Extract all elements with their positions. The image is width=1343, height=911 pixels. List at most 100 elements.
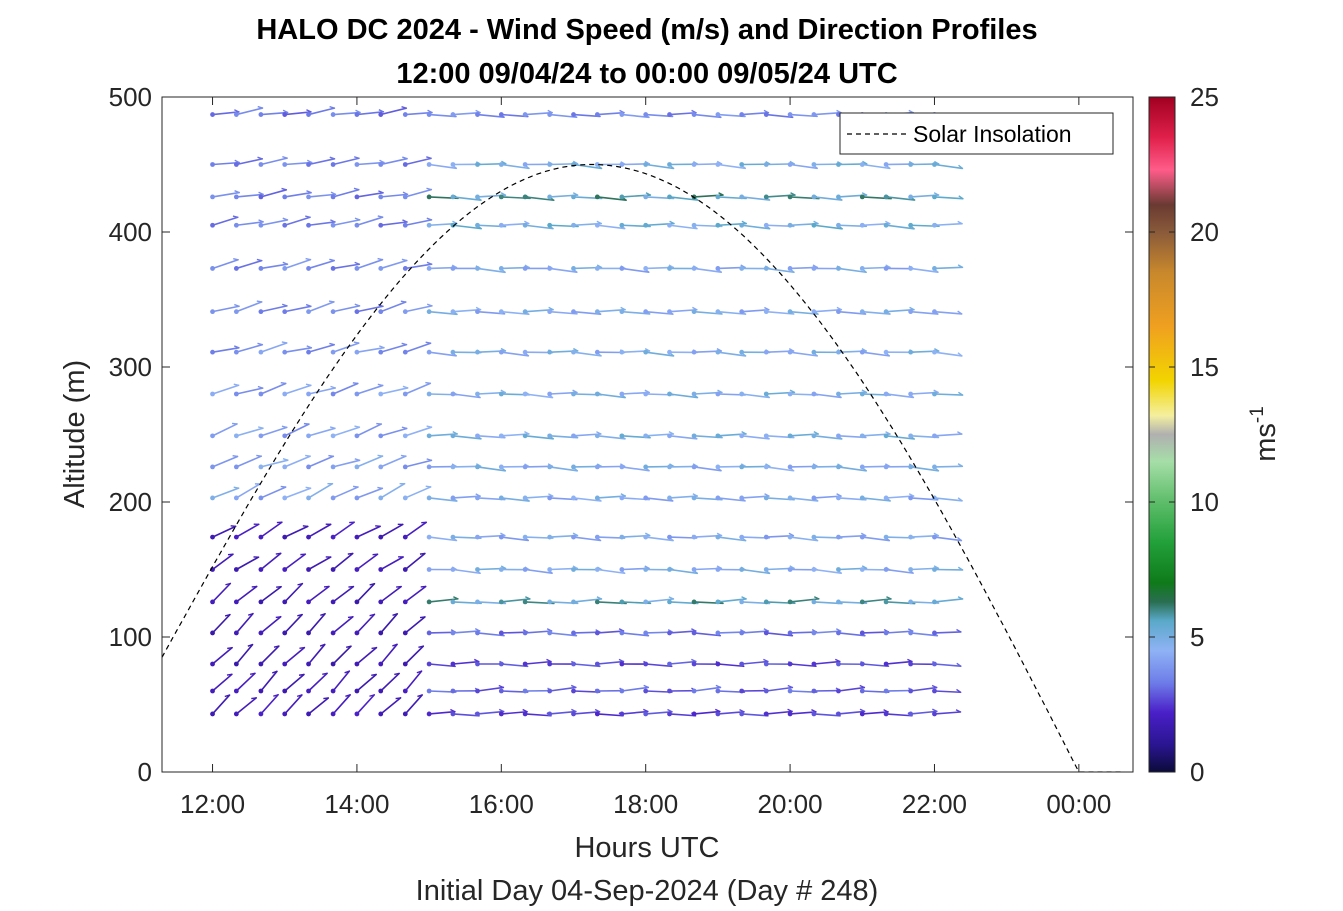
- wind-barb-shaft: [644, 663, 673, 668]
- wind-barb-dot: [450, 534, 456, 540]
- wind-barb-shaft: [307, 455, 335, 468]
- wind-barb-shaft: [500, 163, 530, 170]
- wind-barb-feather: [400, 454, 406, 457]
- wind-barb: [258, 552, 282, 572]
- y-tick-label: 500: [109, 82, 152, 112]
- wind-barb-shaft: [260, 645, 280, 665]
- wind-barb-dot: [547, 711, 553, 717]
- wind-barb-feather: [354, 458, 360, 461]
- wind-barb: [258, 425, 288, 439]
- wind-barb-shaft: [740, 111, 770, 116]
- wind-barb-shaft: [332, 645, 352, 665]
- wind-barb-dot: [330, 222, 336, 228]
- wind-barb: [330, 485, 359, 501]
- wind-barb-feather: [230, 525, 236, 528]
- wind-barb-dot: [306, 222, 311, 228]
- wind-barb-feather: [394, 672, 400, 676]
- wind-barb-feather: [417, 694, 423, 698]
- wind-barb-shaft: [668, 713, 697, 717]
- wind-barb-feather: [908, 109, 914, 114]
- wind-barb-feather: [257, 385, 263, 389]
- wind-barb: [932, 220, 963, 228]
- wind-barb-dot: [594, 349, 600, 355]
- wind-barb-dot: [498, 599, 504, 605]
- wind-barb: [643, 349, 675, 357]
- wind-barb-feather: [425, 341, 431, 344]
- wind-barb-feather: [572, 532, 578, 537]
- wind-barb: [715, 162, 747, 170]
- wind-barb-dot: [210, 534, 215, 540]
- wind-barb-shaft: [332, 188, 360, 198]
- wind-barb-feather: [330, 219, 336, 223]
- wind-barb-shaft: [356, 525, 381, 538]
- x-axis-sublabel: Initial Day 04-Sep-2024 (Day # 248): [416, 875, 879, 907]
- wind-barb-shaft: [307, 643, 326, 665]
- chart-subtitle: 12:00 09/04/24 to 00:00 09/05/24 UTC: [396, 58, 897, 90]
- wind-barb-dot: [402, 630, 408, 636]
- wind-barb: [210, 383, 240, 397]
- wind-barb-dot: [594, 599, 600, 605]
- wind-barb-dot: [908, 661, 914, 667]
- wind-barb-shaft: [452, 393, 481, 399]
- wind-barb-shaft: [332, 342, 360, 353]
- wind-barb-dot: [787, 349, 793, 355]
- wind-barb-dot: [233, 711, 239, 717]
- wind-barb-dot: [643, 433, 649, 439]
- wind-barb-shaft: [933, 631, 962, 634]
- wind-barb-feather: [402, 219, 408, 223]
- wind-barb-dot: [258, 711, 264, 717]
- wind-barb-feather: [958, 391, 963, 396]
- wind-barb-dot: [836, 495, 841, 501]
- wind-barb-dot: [811, 630, 817, 636]
- wind-barb-dot: [667, 661, 672, 667]
- wind-barb: [378, 643, 398, 667]
- wind-barb-feather: [475, 306, 481, 311]
- wind-barb-feather: [669, 220, 675, 225]
- wind-barb-feather: [933, 389, 939, 394]
- wind-barb: [306, 556, 332, 572]
- wind-barb-shaft: [476, 710, 505, 715]
- wind-barb: [306, 300, 335, 315]
- wind-barb-feather: [618, 658, 624, 663]
- wind-barb: [594, 109, 625, 117]
- wind-barb: [378, 523, 404, 540]
- wind-barb-dot: [571, 661, 576, 667]
- wind-barb-shaft: [885, 196, 916, 201]
- wind-barb-dot: [932, 534, 937, 540]
- wind-barb: [210, 257, 239, 271]
- wind-barb-dot: [643, 309, 649, 315]
- wind-barb-dot: [691, 567, 697, 572]
- wind-barb-dot: [306, 266, 311, 271]
- wind-barb-shaft: [885, 224, 915, 230]
- wind-barb-feather: [572, 565, 578, 570]
- wind-barb-shaft: [885, 393, 915, 399]
- wind-barb: [932, 534, 963, 542]
- wind-barb-dot: [210, 630, 215, 636]
- wind-barb-feather: [354, 425, 360, 428]
- wind-barb-shaft: [428, 598, 459, 603]
- wind-barb-dot: [932, 309, 937, 315]
- wind-barb: [378, 482, 406, 501]
- wind-barb-dot: [594, 567, 600, 572]
- wind-barb-dot: [811, 194, 817, 200]
- wind-barb-dot: [258, 162, 264, 167]
- wind-barb-shaft: [452, 568, 481, 575]
- wind-barb-dot: [787, 433, 793, 439]
- x-axis-label: Hours UTC: [574, 832, 719, 864]
- x-tick-label: 00:00: [1046, 789, 1111, 819]
- wind-barb-feather: [355, 109, 361, 114]
- wind-barb-feather: [297, 613, 303, 617]
- wind-barb: [571, 708, 601, 717]
- wind-barb-dot: [498, 194, 504, 200]
- wind-barb-dot: [643, 112, 649, 117]
- colorbar-tick-label: 10: [1190, 487, 1219, 517]
- wind-barb-shaft: [332, 459, 361, 468]
- wind-barb-feather: [282, 261, 288, 265]
- wind-barb: [233, 585, 258, 605]
- wind-barb-feather: [305, 215, 311, 218]
- wind-barb-shaft: [332, 382, 359, 395]
- wind-barb-dot: [883, 688, 889, 694]
- wind-barb-dot: [522, 309, 528, 315]
- wind-barb-shaft: [861, 663, 890, 668]
- wind-barb-shaft: [476, 632, 505, 637]
